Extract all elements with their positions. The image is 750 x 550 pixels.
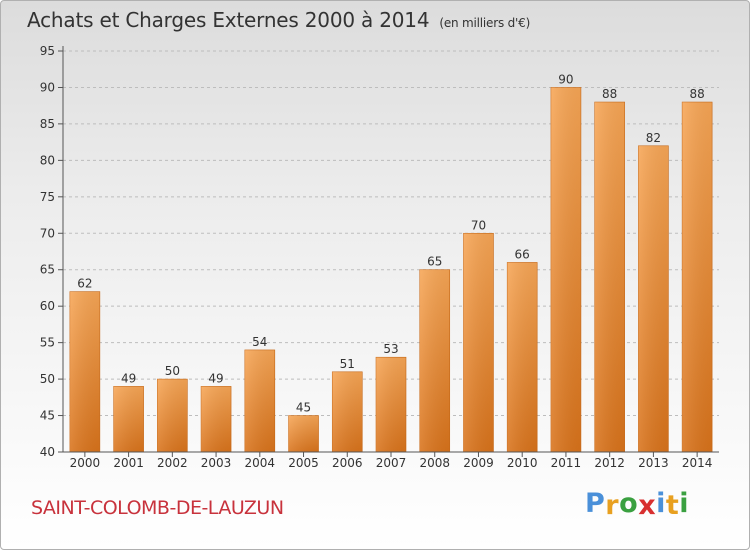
x-tick-label: 2010 xyxy=(507,456,538,470)
logo-letter: P xyxy=(585,488,606,519)
data-label: 90 xyxy=(558,72,573,86)
data-label: 50 xyxy=(165,364,180,378)
y-tick-label: 50 xyxy=(40,372,55,386)
bar-shade xyxy=(507,262,538,452)
y-tick-label: 85 xyxy=(40,117,55,131)
y-tick-label: 55 xyxy=(40,336,55,350)
x-tick-label: 2004 xyxy=(245,456,276,470)
data-label: 88 xyxy=(602,87,617,101)
data-label: 70 xyxy=(471,218,486,232)
town-name: SAINT-COLOMB-DE-LAUZUN xyxy=(31,497,284,519)
x-tick-label: 2000 xyxy=(70,456,101,470)
data-label: 51 xyxy=(340,357,355,371)
y-tick-label: 60 xyxy=(40,299,55,313)
data-label: 65 xyxy=(427,255,442,269)
y-tick-label: 75 xyxy=(40,190,55,204)
x-tick-label: 2011 xyxy=(551,456,582,470)
bar-shade xyxy=(376,357,406,452)
data-label: 54 xyxy=(252,335,267,349)
x-tick-label: 2002 xyxy=(157,456,188,470)
chart-unit: (en milliers d'€) xyxy=(439,16,531,30)
logo-letter: o xyxy=(619,488,639,519)
data-label: 49 xyxy=(121,371,136,385)
bar-shade xyxy=(157,379,188,452)
bar-shade xyxy=(332,371,363,452)
bar-shade xyxy=(288,415,319,452)
y-tick-label: 40 xyxy=(40,445,55,459)
chart-title: Achats et Charges Externes 2000 à 2014 (e… xyxy=(27,8,530,32)
y-tick-label: 45 xyxy=(40,409,55,423)
data-label: 66 xyxy=(515,247,530,261)
y-tick-label: 90 xyxy=(40,80,55,94)
bar-shade xyxy=(201,386,232,452)
bar-shade xyxy=(550,87,581,453)
x-tick-label: 2014 xyxy=(682,456,713,470)
logo-letter: i xyxy=(656,488,666,519)
proxiti-logo[interactable]: Proxiti xyxy=(585,488,690,521)
chart-title-text: Achats et Charges Externes 2000 à 2014 xyxy=(27,8,430,32)
bars: 62 49 50 49 54 45 51 53 65 70 66 90 88 82 88 xyxy=(69,72,713,453)
bar-shade xyxy=(113,386,144,452)
data-label: 45 xyxy=(296,401,311,415)
y-tick-label: 95 xyxy=(40,44,55,58)
logo-letter: x xyxy=(638,490,657,521)
y-axis: 40 45 50 55 60 65 70 75 80 85 90 95 xyxy=(40,44,64,459)
x-tick-label: 2013 xyxy=(638,456,669,470)
y-tick-label: 80 xyxy=(40,153,55,167)
x-tick-label: 2001 xyxy=(113,456,144,470)
x-axis: 2000 2001 2002 2003 2004 2005 2006 2007 2008 2009… xyxy=(63,451,719,470)
logo-letter: i xyxy=(679,488,690,519)
data-label: 49 xyxy=(208,371,223,385)
bar-shade xyxy=(594,102,625,452)
bar-shade xyxy=(638,145,669,453)
data-label: 82 xyxy=(646,131,661,145)
data-label: 62 xyxy=(77,277,92,291)
x-tick-label: 2003 xyxy=(201,456,232,470)
x-tick-label: 2008 xyxy=(419,456,450,470)
data-label: 53 xyxy=(383,342,398,356)
bar-shade xyxy=(244,349,275,452)
bar-shade xyxy=(419,269,450,452)
logo-letter: t xyxy=(665,490,680,521)
logo-letter: r xyxy=(605,490,620,521)
y-tick-label: 70 xyxy=(40,226,55,240)
x-tick-label: 2005 xyxy=(288,456,319,470)
x-tick-label: 2012 xyxy=(594,456,625,470)
bar-shade xyxy=(69,291,100,452)
x-tick-label: 2006 xyxy=(332,456,363,470)
y-tick-label: 65 xyxy=(40,263,55,277)
x-tick-label: 2007 xyxy=(376,456,407,470)
data-label: 88 xyxy=(689,87,704,101)
bar-shade xyxy=(682,102,713,452)
bar-shade xyxy=(463,233,494,452)
x-tick-label: 2009 xyxy=(463,456,494,470)
